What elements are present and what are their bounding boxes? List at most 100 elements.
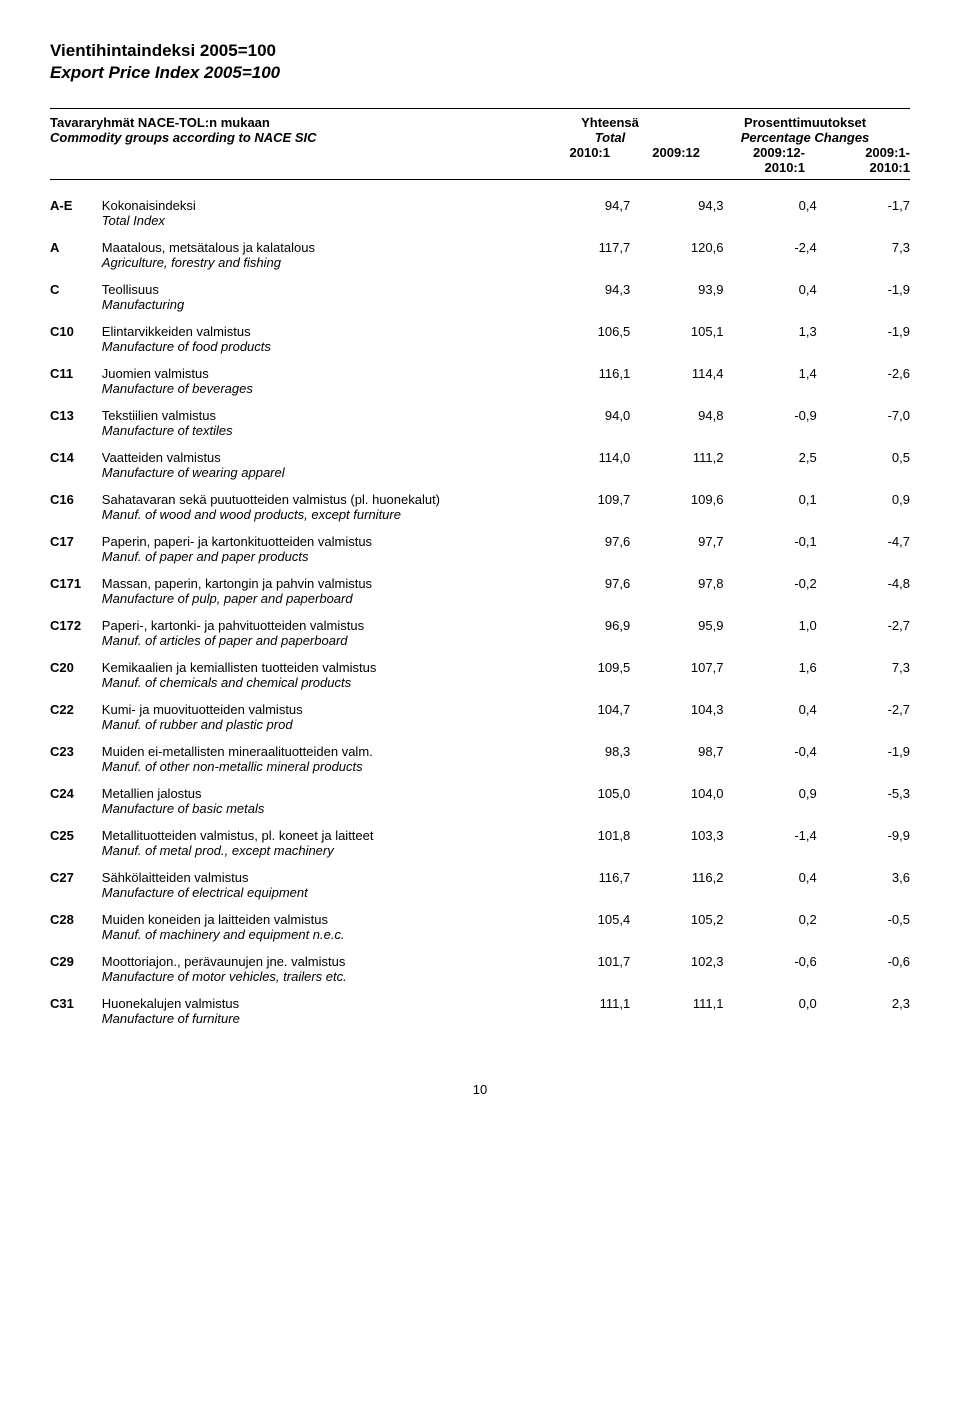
title-en: Export Price Index 2005=100 — [50, 62, 910, 84]
row-value: 106,5 — [537, 318, 630, 360]
row-name: Metallien jalostusManufacture of basic m… — [102, 780, 537, 822]
row-value: 109,5 — [537, 654, 630, 696]
row-name: Muiden ei-metallisten mineraalituotteide… — [102, 738, 537, 780]
table-row: A-EKokonaisindeksiTotal Index94,794,30,4… — [50, 192, 910, 234]
row-value: 105,1 — [630, 318, 723, 360]
row-code: C — [50, 276, 102, 318]
row-value: 105,0 — [537, 780, 630, 822]
row-name-en: Manuf. of machinery and equipment n.e.c. — [102, 927, 537, 942]
header-total-en: Total — [595, 130, 626, 145]
table-row: C14Vaatteiden valmistusManufacture of we… — [50, 444, 910, 486]
row-value: 114,0 — [537, 444, 630, 486]
table-header: Tavararyhmät NACE-TOL:n mukaan Yhteensä … — [50, 108, 910, 180]
row-code: C171 — [50, 570, 102, 612]
row-name-fi: Muiden ei-metallisten mineraalituotteide… — [102, 744, 537, 759]
table-row: C13Tekstiilien valmistusManufacture of t… — [50, 402, 910, 444]
row-name-en: Manuf. of wood and wood products, except… — [102, 507, 537, 522]
row-name-en: Total Index — [102, 213, 537, 228]
header-col2: 2009:12 — [610, 145, 700, 160]
row-value: 97,7 — [630, 528, 723, 570]
header-pct-en: Percentage Changes — [741, 130, 870, 145]
row-value: 117,7 — [537, 234, 630, 276]
table-row: C22Kumi- ja muovituotteiden valmistusMan… — [50, 696, 910, 738]
row-value: -0,6 — [723, 948, 816, 990]
header-col3b: 2010:1 — [700, 160, 805, 175]
row-value: 94,0 — [537, 402, 630, 444]
row-value: -1,7 — [817, 192, 910, 234]
row-value: -2,7 — [817, 696, 910, 738]
row-value: 0,1 — [723, 486, 816, 528]
row-name-fi: Kemikaalien ja kemiallisten tuotteiden v… — [102, 660, 537, 675]
row-name-en: Manufacture of furniture — [102, 1011, 537, 1026]
row-value: 101,8 — [537, 822, 630, 864]
row-value: 1,6 — [723, 654, 816, 696]
row-name-fi: Juomien valmistus — [102, 366, 537, 381]
row-code: C25 — [50, 822, 102, 864]
row-name-fi: Sähkölaitteiden valmistus — [102, 870, 537, 885]
row-code: C22 — [50, 696, 102, 738]
row-value: 97,6 — [537, 528, 630, 570]
row-value: 0,0 — [723, 990, 816, 1032]
header-groups-en: Commodity groups according to NACE SIC — [50, 130, 317, 145]
row-name-fi: Maatalous, metsätalous ja kalatalous — [102, 240, 537, 255]
row-name-en: Manuf. of chemicals and chemical product… — [102, 675, 537, 690]
row-value: 0,4 — [723, 696, 816, 738]
row-value: 98,3 — [537, 738, 630, 780]
row-name-fi: Teollisuus — [102, 282, 537, 297]
row-value: -4,8 — [817, 570, 910, 612]
row-name: Kumi- ja muovituotteiden valmistusManuf.… — [102, 696, 537, 738]
row-name-en: Manufacture of pulp, paper and paperboar… — [102, 591, 537, 606]
row-name-en: Manuf. of metal prod., except machinery — [102, 843, 537, 858]
table-row: AMaatalous, metsätalous ja kalatalousAgr… — [50, 234, 910, 276]
table-row: C17Paperin, paperi- ja kartonkituotteide… — [50, 528, 910, 570]
row-value: 0,4 — [723, 864, 816, 906]
row-name-en: Manufacture of motor vehicles, trailers … — [102, 969, 537, 984]
row-value: -0,9 — [723, 402, 816, 444]
row-value: -5,3 — [817, 780, 910, 822]
row-value: 94,3 — [537, 276, 630, 318]
row-name: Huonekalujen valmistusManufacture of fur… — [102, 990, 537, 1032]
row-value: 105,2 — [630, 906, 723, 948]
table-row: C20Kemikaalien ja kemiallisten tuotteide… — [50, 654, 910, 696]
row-name: Massan, paperin, kartongin ja pahvin val… — [102, 570, 537, 612]
row-name-en: Manufacturing — [102, 297, 537, 312]
row-value: 96,9 — [537, 612, 630, 654]
row-name: Elintarvikkeiden valmistusManufacture of… — [102, 318, 537, 360]
row-name: TeollisuusManufacturing — [102, 276, 537, 318]
row-code: C13 — [50, 402, 102, 444]
row-value: -0,5 — [817, 906, 910, 948]
table-row: C29Moottoriajon., perävaunujen jne. valm… — [50, 948, 910, 990]
table-row: C27Sähkölaitteiden valmistusManufacture … — [50, 864, 910, 906]
row-value: -0,1 — [723, 528, 816, 570]
header-col4b: 2010:1 — [805, 160, 910, 175]
row-value: 111,1 — [630, 990, 723, 1032]
header-total-fi: Yhteensä — [581, 115, 639, 130]
row-value: -1,9 — [817, 276, 910, 318]
row-value: 111,1 — [537, 990, 630, 1032]
row-code: C20 — [50, 654, 102, 696]
table-row: C172Paperi-, kartonki- ja pahvituotteide… — [50, 612, 910, 654]
table-row: C31Huonekalujen valmistusManufacture of … — [50, 990, 910, 1032]
row-name: Juomien valmistusManufacture of beverage… — [102, 360, 537, 402]
row-code: C16 — [50, 486, 102, 528]
row-value: 120,6 — [630, 234, 723, 276]
row-name: Paperi-, kartonki- ja pahvituotteiden va… — [102, 612, 537, 654]
row-value: -9,9 — [817, 822, 910, 864]
header-col1: 2010:1 — [520, 145, 610, 160]
row-value: 94,3 — [630, 192, 723, 234]
row-value: 97,6 — [537, 570, 630, 612]
row-value: 103,3 — [630, 822, 723, 864]
data-table: A-EKokonaisindeksiTotal Index94,794,30,4… — [50, 192, 910, 1032]
row-value: 2,5 — [723, 444, 816, 486]
row-value: 7,3 — [817, 234, 910, 276]
row-code: C28 — [50, 906, 102, 948]
row-value: 0,9 — [723, 780, 816, 822]
row-name-fi: Vaatteiden valmistus — [102, 450, 537, 465]
row-value: 94,8 — [630, 402, 723, 444]
row-name-fi: Muiden koneiden ja laitteiden valmistus — [102, 912, 537, 927]
row-code: C10 — [50, 318, 102, 360]
row-value: 101,7 — [537, 948, 630, 990]
row-value: 97,8 — [630, 570, 723, 612]
page-number: 10 — [50, 1082, 910, 1097]
row-value: 1,3 — [723, 318, 816, 360]
